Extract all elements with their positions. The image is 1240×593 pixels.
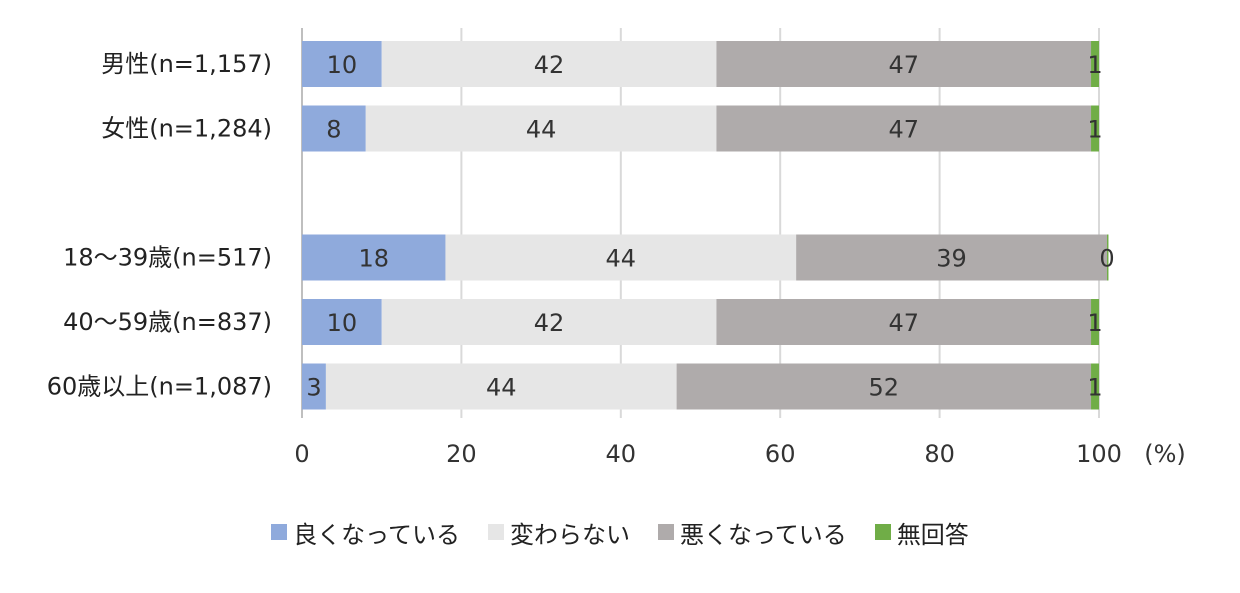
- bar-segment-series-4-row-4: [1106, 234, 1109, 281]
- bar-segment-series-3-row-4: [796, 234, 1107, 281]
- data-label: 44: [486, 374, 517, 402]
- data-label: 1: [1087, 51, 1102, 79]
- bar-segment-series-2-row-6: [325, 363, 677, 410]
- category-label: 女性(n=1,284): [101, 115, 272, 143]
- legend-label: 良くなっている: [293, 520, 460, 549]
- category-label: 60歳以上(n=1,087): [47, 373, 272, 401]
- bar-segments: [302, 41, 1109, 410]
- category-label: 40～59歳(n=837): [63, 308, 272, 336]
- x-tick-label: 60: [765, 440, 796, 468]
- data-label: 47: [888, 309, 919, 337]
- bar-segment-series-3-row-6: [676, 363, 1092, 410]
- bar-segment-series-2-row-4: [445, 234, 797, 281]
- data-label: 10: [327, 309, 358, 337]
- bar-segment-series-3-row-2: [716, 105, 1092, 152]
- data-label: 47: [888, 51, 919, 79]
- x-tick-label: 20: [446, 440, 477, 468]
- data-label: 0: [1099, 245, 1114, 273]
- data-label: 42: [534, 309, 565, 337]
- legend-swatch: [874, 524, 891, 540]
- bar-segment-series-3-row-1: [716, 41, 1092, 87]
- bar-segment-series-2-row-2: [365, 105, 717, 152]
- data-label: 44: [526, 116, 557, 144]
- bar-segment-series-2-row-1: [381, 41, 717, 87]
- x-tick-label: 100: [1076, 440, 1122, 468]
- data-label: 47: [888, 116, 919, 144]
- bar-segment-series-4-row-5: [1091, 299, 1099, 345]
- data-label: 1: [1087, 116, 1102, 144]
- legend-label: 無回答: [896, 520, 969, 549]
- data-label: 52: [869, 374, 900, 402]
- data-label: 1: [1087, 309, 1102, 337]
- x-axis: 0 20 40 60 80 100 (%): [294, 440, 1185, 468]
- bar-segment-series-4-row-6: [1091, 363, 1099, 410]
- data-label: 42: [534, 51, 565, 79]
- legend-item-1: 良くなっている: [271, 515, 460, 550]
- legend-item-2: 変わらない: [488, 515, 630, 550]
- legend: 良くなっている 変わらない 悪くなっている 無回答: [0, 512, 1240, 552]
- bar-segment-series-1-row-5: [302, 299, 382, 345]
- legend-label: 変わらない: [510, 520, 630, 549]
- legend-swatch: [658, 524, 674, 540]
- x-tick-label: 40: [606, 440, 637, 468]
- data-label: 1: [1087, 374, 1102, 402]
- bar-segment-series-1-row-6: [302, 363, 326, 410]
- legend-swatch: [488, 524, 504, 540]
- bar-segment-series-4-row-1: [1091, 41, 1099, 87]
- data-label: 3: [306, 374, 321, 402]
- bar-segment-series-4-row-2: [1091, 105, 1099, 152]
- x-axis-unit-label: (%): [1144, 440, 1186, 468]
- data-label: 18: [358, 245, 389, 273]
- category-label: 男性(n=1,157): [101, 50, 272, 78]
- x-tick-label: 80: [924, 440, 955, 468]
- data-label: 39: [936, 245, 967, 273]
- data-labels: 10 42 47 18 44 47 118 44 39 010 42 47 13 44 52 1: [306, 51, 1114, 402]
- data-label: 8: [326, 116, 341, 144]
- category-label: 18～39歳(n=517): [63, 244, 272, 272]
- bar-segment-series-3-row-5: [716, 299, 1092, 345]
- gridlines: [301, 28, 1100, 418]
- legend-label: 悪くなっている: [680, 520, 847, 549]
- data-label: 44: [606, 245, 637, 273]
- bar-segment-series-2-row-5: [381, 299, 717, 345]
- bar-segment-series-1-row-2: [302, 105, 366, 152]
- legend-item-3: 悪くなっている: [658, 515, 847, 550]
- category-labels: 男性(n=1,157) 女性(n=1,284) 18～39歳(n=517) 40～59…: [47, 50, 272, 401]
- legend-swatch: [271, 524, 288, 540]
- x-tick-label: 0: [294, 440, 309, 468]
- legend-item-4: 無回答: [874, 515, 969, 550]
- bar-segment-series-1-row-4: [302, 234, 446, 281]
- data-label: 10: [327, 51, 358, 79]
- bar-segment-series-1-row-1: [302, 41, 382, 87]
